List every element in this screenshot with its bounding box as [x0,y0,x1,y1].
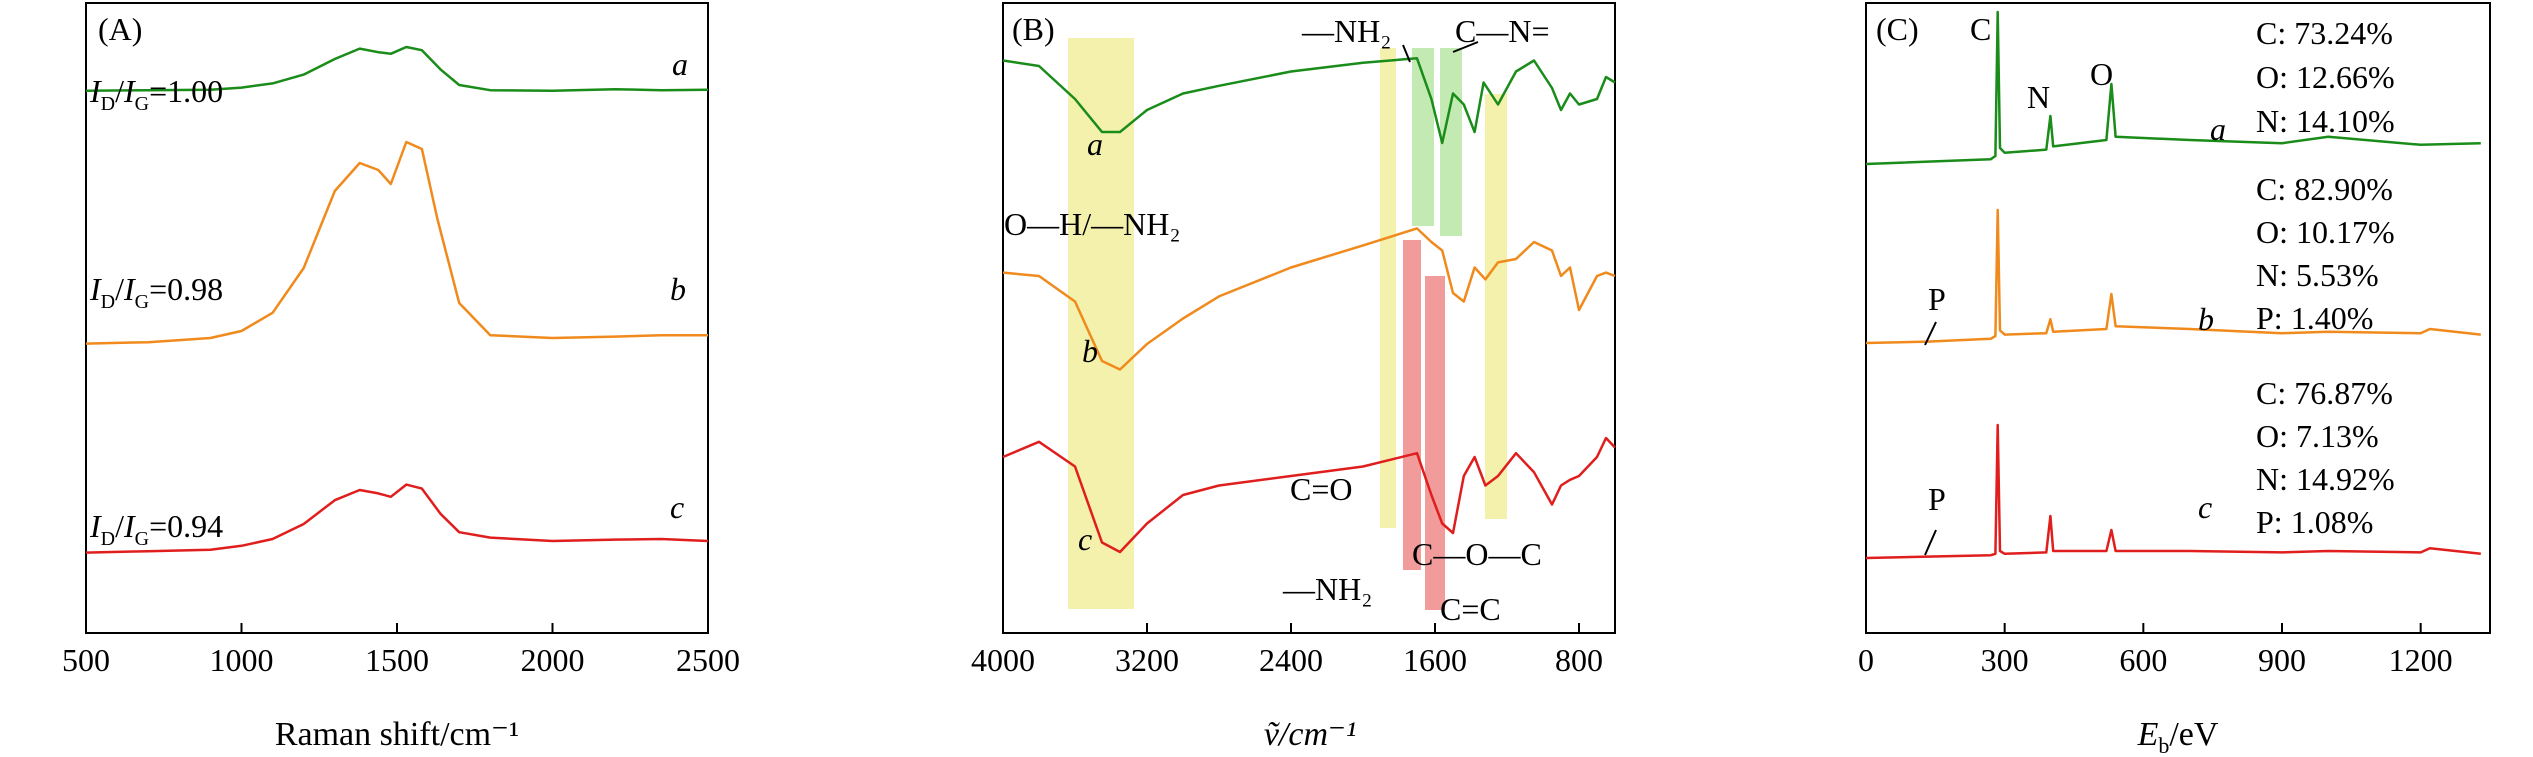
series-b-label-c: b [2198,301,2214,337]
annotation-nh2-top: —NH₂ [1301,13,1391,49]
annotation-oh-nh2: O—H/—NH₂ [1004,206,1180,242]
band-nh2-red [1403,240,1421,570]
ratio-b: ID/IG=0.98 [89,271,223,313]
annotation-cn: C—N= [1455,13,1550,49]
panel-b-xlabel: ṽ/cm⁻¹ [1264,716,1356,753]
peak-p-b-pointer [1924,321,1937,346]
x-tick-label-b-2400: 2400 [1259,642,1323,678]
panel-b: 4000 3200 2400 1600 800 (B) a b c O—H/—NH₂ —… [971,2,1616,753]
series-a-label: a [672,46,688,82]
series-line-a-c [85,483,709,554]
composition-b-p: P: 1.40% [2256,300,2373,336]
composition-a-n: N: 14.10% [2256,103,2395,139]
panel-b-frame [1002,2,1616,634]
annotation-nh2-bottom: —NH₂ [1282,571,1372,607]
series-c-label: c [670,489,684,525]
x-tick-label-c-900: 900 [2258,642,2306,678]
annotation-cc-double: C=C [1440,591,1501,627]
series-a-label-b: a [1087,126,1103,162]
series-line-a-b [85,140,708,345]
composition-c-n: N: 14.92% [2256,461,2395,497]
series-c-label-b: c [1078,521,1092,557]
series-b-label: b [670,271,686,307]
composition-a-o: O: 12.66% [2256,59,2395,95]
series-line-a-a [85,45,709,92]
panel-a-xlabel: Raman shift/cm⁻¹ [275,716,519,753]
band-oh [1068,38,1134,609]
composition-b-c: C: 82.90% [2256,171,2393,207]
x-tick-label-b-4000: 4000 [971,642,1035,678]
peak-label-p-b: P [1928,281,1946,317]
series-line-b-b [1002,227,1616,371]
series-c-label-c: c [2198,489,2212,525]
series-a-label-c: a [2210,111,2226,147]
x-tick-label-c-0: 0 [1858,642,1874,678]
composition-b: C: 82.90% O: 10.17% N: 5.53% P: 1.40% [2256,171,2395,336]
x-tick-label-a-1000: 1000 [210,642,274,678]
x-tick-label-c-300: 300 [1981,642,2029,678]
peak-label-c: C [1970,11,1991,47]
panel-a: 500 1000 1500 2000 2500 (A) a ID/IG=1.00 b I… [62,2,740,753]
panel-c-frame [1865,2,2491,634]
band-cn [1440,48,1462,236]
band-coc-red [1425,276,1445,610]
x-tick-label-b-3200: 3200 [1115,642,1179,678]
panel-a-label: (A) [98,11,142,47]
x-tick-label-b-800: 800 [1555,642,1603,678]
x-tick-label-c-1200: 1200 [2389,642,2453,678]
panel-c-xlabel: Eb/eV [2137,716,2219,757]
annotation-coc: C—O—C [1412,536,1542,572]
composition-c-c: C: 76.87% [2256,375,2393,411]
panel-b-label: (B) [1012,11,1055,47]
composition-a-c: C: 73.24% [2256,15,2393,51]
panel-c: 0 300 600 900 1200 (C) C N O P P a b c C: 73… [1858,2,2491,757]
ratio-a: ID/IG=1.00 [89,73,223,115]
series-b-label-b: b [1082,333,1098,369]
series-line-c-b [1865,208,2481,345]
panel-c-label: (C) [1876,11,1919,47]
peak-p-c-pointer [1924,529,1937,556]
x-tick-label-c-600: 600 [2119,642,2167,678]
composition-c: C: 76.87% O: 7.13% N: 14.92% P: 1.08% [2256,375,2395,540]
x-tick-label-a-2000: 2000 [521,642,585,678]
x-tick-label-a-500: 500 [62,642,110,678]
peak-label-p-c: P [1928,481,1946,517]
series-line-b-c [1002,436,1616,554]
x-tick-label-b-1600: 1600 [1403,642,1467,678]
ratio-c: ID/IG=0.94 [89,508,223,550]
band-cc [1485,94,1507,519]
composition-b-o: O: 10.17% [2256,214,2395,250]
composition-c-p: P: 1.08% [2256,504,2373,540]
composition-a: C: 73.24% O: 12.66% N: 14.10% [2256,15,2395,139]
x-tick-label-a-2500: 2500 [676,642,740,678]
x-tick-label-a-1500: 1500 [365,642,429,678]
composition-c-o: O: 7.13% [2256,418,2379,454]
peak-label-n: N [2027,79,2050,115]
series-line-c-c [1865,423,2481,560]
annotation-cn-pointer [1452,41,1479,53]
series-line-b-a [1002,57,1616,145]
peak-label-o: O [2090,56,2113,92]
annotation-nh2-pointer [1402,44,1411,63]
annotation-co-double: C=O [1290,471,1353,507]
band-co [1380,48,1396,528]
composition-b-n: N: 5.53% [2256,257,2379,293]
series-line-c-a [1865,10,2481,166]
